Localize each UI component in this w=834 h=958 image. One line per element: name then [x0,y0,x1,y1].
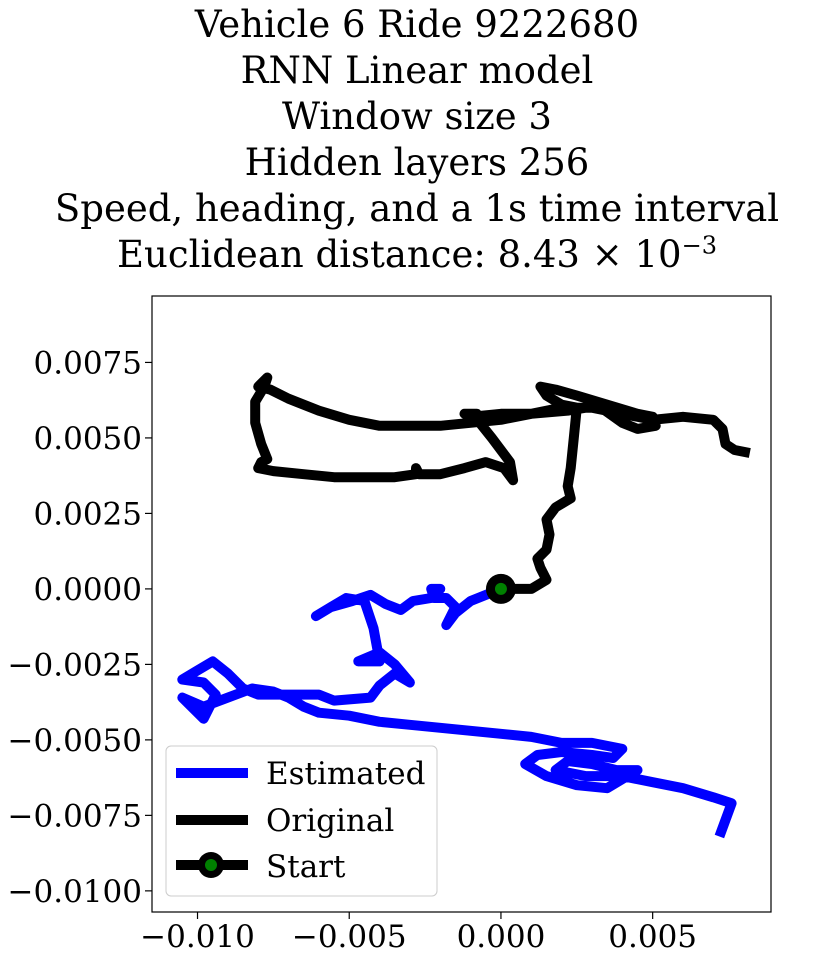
title-line-6-exponent: −3 [681,231,717,260]
start-marker-center [494,582,507,595]
legend-frame [165,745,438,897]
y-tick-label: −0.0100 [8,874,142,910]
y-tick-label: −0.0025 [8,647,142,683]
y-tick-label: 0.0075 [34,345,142,381]
title-line-3: Window size 3 [282,95,552,138]
title-line-2: RNN Linear model [240,49,594,92]
start-layer [485,573,516,604]
series-line-original [250,372,751,594]
series-line-estimated [177,583,737,839]
x-tick-label: 0.000 [457,919,546,955]
legend: Estimated Original Start [165,745,438,897]
title-line-6: Euclidean distance: 8.43 × 10−3 [0,232,834,278]
legend-label-original: Original [266,803,394,839]
x-tick-label: 0.005 [608,919,697,955]
x-tick-label: −0.005 [292,919,407,955]
plot-frame [151,295,772,913]
y-tick-label: 0.0050 [34,421,142,457]
y-tick-label: 0.0000 [34,572,142,608]
title-line-1: Vehicle 6 Ride 9222680 [194,3,640,46]
x-tick-label: −0.010 [140,919,255,955]
title-line-5: Speed, heading, and a 1s time interval [54,187,780,230]
series-layer [177,372,751,839]
title-line-4: Hidden layers 256 [244,141,590,184]
chart-title: Vehicle 6 Ride 9222680 RNN Linear model … [0,2,834,278]
x-axis: −0.010 −0.005 0.000 0.005 [140,912,697,955]
y-axis: 0.0075 0.0050 0.0025 0.0000 −0.0025 −0.0050 −0… [8,345,152,910]
y-tick-label: −0.0075 [8,798,142,834]
title-line-6-text: Euclidean distance: 8.43 × 10 [117,233,682,276]
legend-label-estimated: Estimated [266,756,425,792]
y-tick-label: −0.0050 [8,723,142,759]
legend-label-start: Start [266,849,346,885]
legend-start-marker-center [205,859,217,871]
y-tick-label: 0.0025 [34,496,142,532]
